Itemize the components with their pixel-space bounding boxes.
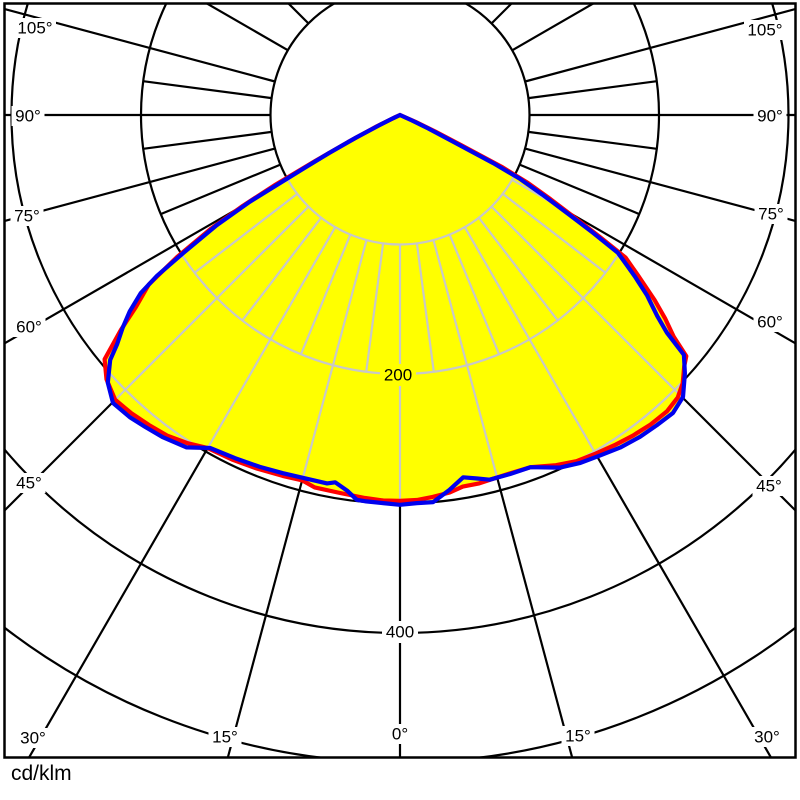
svg-text:400: 400	[386, 623, 414, 642]
ring-label-200: 200	[380, 364, 416, 386]
svg-text:0°: 0°	[392, 725, 408, 744]
angle-label-13: 15°	[561, 726, 595, 746]
svg-text:200: 200	[384, 366, 412, 385]
svg-text:30°: 30°	[20, 729, 46, 748]
svg-text:75°: 75°	[758, 205, 784, 224]
chart-frame	[3, 2, 797, 759]
angle-label-11: 15°	[208, 727, 242, 747]
angle-label-10: 30°	[16, 728, 50, 748]
angle-label-4: 45°	[12, 473, 46, 493]
angle-label-5: 105°	[744, 20, 786, 40]
svg-text:45°: 45°	[756, 477, 782, 496]
unit-caption: cd/klm	[11, 762, 72, 785]
angle-label-14: 30°	[750, 727, 784, 747]
svg-text:30°: 30°	[754, 728, 780, 747]
svg-text:15°: 15°	[565, 727, 591, 746]
svg-text:45°: 45°	[16, 474, 42, 493]
intensity-fill	[104, 115, 687, 505]
angle-label-6: 90°	[753, 106, 787, 126]
angle-label-2: 75°	[10, 206, 44, 226]
svg-text:15°: 15°	[212, 728, 238, 747]
angle-label-0: 105°	[14, 18, 56, 38]
svg-text:105°: 105°	[747, 21, 782, 40]
angle-label-9: 45°	[752, 476, 786, 496]
angle-label-8: 60°	[753, 312, 787, 332]
curve-blue	[105, 112, 687, 507]
angle-label-7: 75°	[754, 204, 788, 224]
angle-label-1: 90°	[11, 106, 45, 126]
angle-label-3: 60°	[12, 317, 46, 337]
svg-text:90°: 90°	[15, 107, 41, 126]
angle-label-12: 0°	[388, 724, 412, 744]
svg-text:60°: 60°	[16, 318, 42, 337]
svg-text:75°: 75°	[14, 207, 40, 226]
svg-text:90°: 90°	[757, 107, 783, 126]
svg-text:60°: 60°	[757, 313, 783, 332]
svg-text:105°: 105°	[17, 19, 52, 38]
ring-label-400: 400	[382, 621, 418, 643]
